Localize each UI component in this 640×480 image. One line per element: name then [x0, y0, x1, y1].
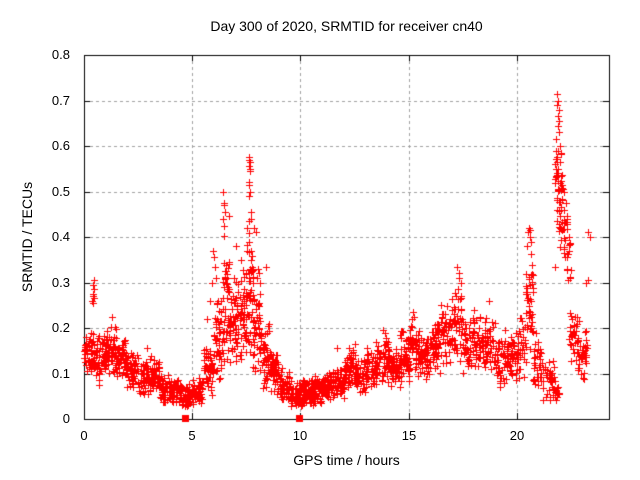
x-axis-label: GPS time / hours — [293, 452, 400, 468]
y-tick-label: 0.7 — [51, 93, 70, 108]
y-tick-label: 0.1 — [51, 366, 70, 381]
y-tick-label: 0.4 — [51, 229, 70, 244]
y-tick-label: 0 — [62, 411, 70, 426]
chart-title: Day 300 of 2020, SRMTID for receiver cn4… — [210, 18, 483, 34]
x-tick-label: 20 — [509, 428, 525, 443]
x-tick-label: 15 — [401, 428, 417, 443]
x-tick-label: 0 — [80, 428, 88, 443]
y-tick-label: 0.8 — [51, 47, 70, 62]
y-tick-label: 0.2 — [51, 320, 70, 335]
x-tick-label: 10 — [292, 428, 308, 443]
x-tick-label: 5 — [188, 428, 196, 443]
y-tick-label: 0.3 — [51, 275, 70, 290]
y-tick-label: 0.5 — [51, 184, 70, 199]
y-tick-label: 0.6 — [51, 138, 70, 153]
